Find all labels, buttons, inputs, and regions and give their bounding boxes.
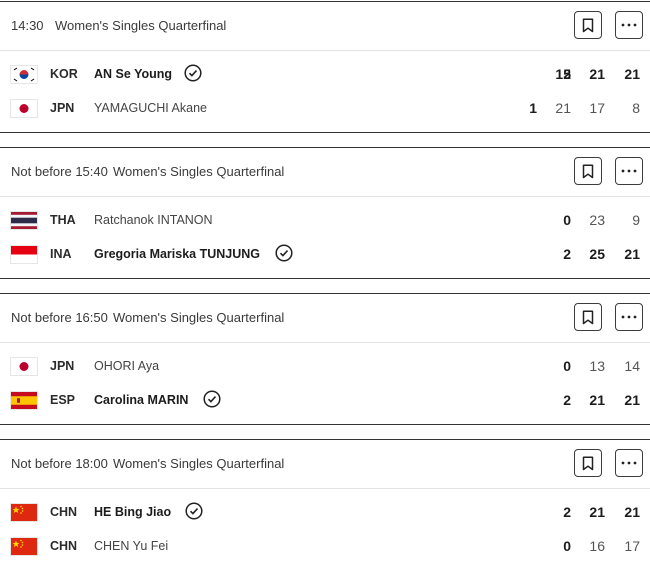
more-options-icon <box>621 461 637 465</box>
more-options-button[interactable] <box>615 303 643 331</box>
bookmark-button[interactable] <box>574 303 602 331</box>
player-name[interactable]: Gregoria Mariska TUNJUNG <box>94 247 261 261</box>
match-time: Not before 16:50 <box>11 310 108 325</box>
sets-score: 2 <box>563 504 571 520</box>
player-name[interactable]: HE Bing Jiao <box>94 505 172 519</box>
check-circle-icon <box>203 390 221 408</box>
game-score: 21 <box>589 66 605 82</box>
bookmark-icon <box>582 309 594 324</box>
sets-score: 2 <box>563 246 571 262</box>
flag-chn-icon <box>11 504 37 521</box>
game-score: 21 <box>589 504 605 520</box>
player-row: INA Gregoria Mariska TUNJUNG 2 25 21 <box>0 239 650 269</box>
check-circle-icon <box>275 244 293 262</box>
match-round: Women's Singles Quarterfinal <box>113 456 285 471</box>
player-name[interactable]: YAMAGUCHI Akane <box>94 101 208 115</box>
game-score: 21 <box>624 66 640 82</box>
bookmark-icon <box>582 17 594 32</box>
game-score: 21 <box>589 392 605 408</box>
game-score: 14 <box>624 358 640 374</box>
match-header: 14:30 Women's Singles Quarterfinal <box>0 2 650 51</box>
match-card: Not before 16:50 Women's Singles Quarter… <box>0 293 650 425</box>
player-row: THA Ratchanok INTANON 0 23 9 <box>0 205 650 235</box>
player-noc: JPN <box>50 359 75 373</box>
player-noc: INA <box>50 247 72 261</box>
more-options-icon <box>621 315 637 319</box>
match-card: 14:30 Women's Singles Quarterfinal KOR A… <box>0 1 650 133</box>
player-row: CHN HE Bing Jiao 2 21 21 <box>0 497 650 527</box>
player-noc: CHN <box>50 539 78 553</box>
player-row: JPN YAMAGUCHI Akane 1 21 17 8 <box>0 93 650 123</box>
bookmark-icon <box>582 455 594 470</box>
match-round: Women's Singles Quarterfinal <box>113 310 285 325</box>
player-noc: JPN <box>50 101 75 115</box>
flag-kor-icon <box>11 66 37 83</box>
game-score: 17 <box>589 100 605 116</box>
player-row: ESP Carolina MARIN 2 21 21 <box>0 385 650 415</box>
game-score: 9 <box>632 212 640 228</box>
game-score: 21 <box>555 100 571 116</box>
flag-tha-icon <box>11 212 37 229</box>
game-score: 21 <box>624 392 640 408</box>
match-time: Not before 15:40 <box>11 164 108 179</box>
sets-score: 0 <box>563 358 571 374</box>
player-name[interactable]: AN Se Young <box>94 67 173 81</box>
flag-jpn-icon <box>11 358 37 375</box>
player-name[interactable]: Ratchanok INTANON <box>94 213 213 227</box>
match-header: Not before 16:50 Women's Singles Quarter… <box>0 294 650 343</box>
bookmark-button[interactable] <box>574 11 602 39</box>
player-row: JPN OHORI Aya 0 13 14 <box>0 351 650 381</box>
match-header: Not before 18:00 Women's Singles Quarter… <box>0 440 650 489</box>
check-circle-icon <box>185 502 203 520</box>
game-score: 21 <box>624 246 640 262</box>
game-score: 25 <box>589 246 605 262</box>
bookmark-icon <box>582 163 594 178</box>
sets-score: 0 <box>563 212 571 228</box>
more-options-button[interactable] <box>615 449 643 477</box>
bookmark-button[interactable] <box>574 157 602 185</box>
player-noc: CHN <box>50 505 78 519</box>
sets-score: 2 <box>563 66 571 82</box>
more-options-icon <box>621 169 637 173</box>
match-time: Not before 18:00 <box>11 456 108 471</box>
sets-score: 0 <box>563 538 571 554</box>
more-options-icon <box>621 23 637 27</box>
player-noc: ESP <box>50 393 76 407</box>
player-name[interactable]: CHEN Yu Fei <box>94 539 169 553</box>
game-score: 8 <box>632 100 640 116</box>
more-options-button[interactable] <box>615 11 643 39</box>
match-card: Not before 15:40 Women's Singles Quarter… <box>0 147 650 279</box>
game-score: 21 <box>624 504 640 520</box>
flag-esp-icon <box>11 392 37 409</box>
match-time: 14:30 <box>11 18 44 33</box>
flag-ina-icon <box>11 246 37 263</box>
game-score: 17 <box>624 538 640 554</box>
match-header: Not before 15:40 Women's Singles Quarter… <box>0 148 650 197</box>
match-card: Not before 18:00 Women's Singles Quarter… <box>0 439 650 571</box>
player-noc: THA <box>50 213 76 227</box>
player-noc: KOR <box>50 67 78 81</box>
game-score: 16 <box>589 538 605 554</box>
sets-score: 2 <box>563 392 571 408</box>
match-round: Women's Singles Quarterfinal <box>55 18 227 33</box>
match-round: Women's Singles Quarterfinal <box>113 164 285 179</box>
more-options-button[interactable] <box>615 157 643 185</box>
player-name[interactable]: OHORI Aya <box>94 359 160 373</box>
check-circle-icon <box>184 64 202 82</box>
game-score: 15 <box>555 66 571 82</box>
flag-jpn-icon <box>11 100 37 117</box>
sets-score: 1 <box>529 100 537 116</box>
flag-chn-icon <box>11 538 37 555</box>
game-score: 13 <box>589 358 605 374</box>
game-score: 23 <box>589 212 605 228</box>
player-row: CHN CHEN Yu Fei 0 16 17 <box>0 531 650 561</box>
player-name[interactable]: Carolina MARIN <box>94 393 189 407</box>
bookmark-button[interactable] <box>574 449 602 477</box>
player-row: KOR AN Se Young 2 15 21 21 <box>0 59 650 89</box>
